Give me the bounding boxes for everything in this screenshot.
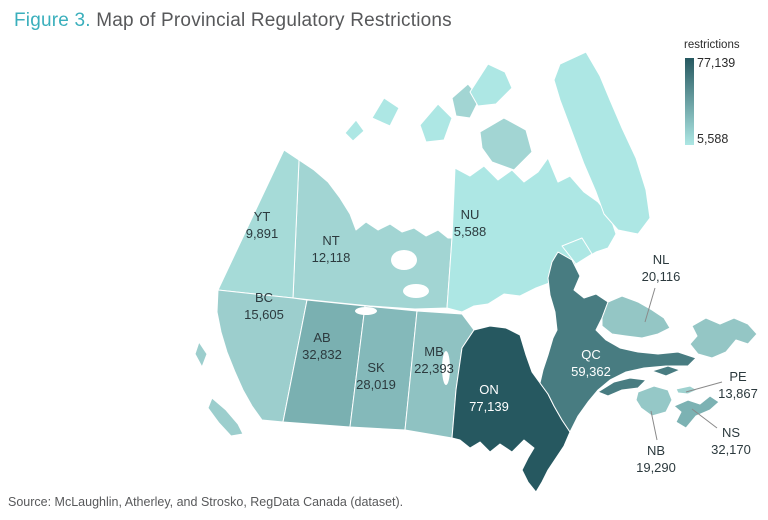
figure-number-label: Figure 3. xyxy=(14,10,91,31)
province-label-sk: SK 28,019 xyxy=(356,360,396,392)
province-on-shape xyxy=(451,325,571,493)
province-label-nu: NU 5,588 xyxy=(454,207,487,239)
province-bc-shape xyxy=(216,289,308,423)
province-nu-baffin-island-shape xyxy=(553,51,651,235)
province-nl-labrador-shape xyxy=(601,295,671,339)
province-labels-group: NU 5,588 YT 9,891 NT 12,118 PE 13,867 BC 15,605 NB… xyxy=(244,207,758,475)
province-label-nl: NL 20,116 xyxy=(642,252,681,284)
legend-gradient-bar xyxy=(685,58,694,145)
figure-title: Figure 3. Map of Provincial Regulatory R… xyxy=(14,10,452,32)
province-label-bc: BC 15,605 xyxy=(244,290,284,322)
province-label-on: ON 77,139 xyxy=(469,382,509,414)
great-bear-lake-shape xyxy=(391,250,417,270)
province-nl-island-shape xyxy=(689,317,758,359)
province-bc-vancouver-island-shape xyxy=(207,397,244,437)
province-yt-shape xyxy=(217,149,300,299)
province-qc-anticosti-island-shape xyxy=(651,365,681,377)
ns-leader-line xyxy=(691,408,718,429)
legend-max-value: 77,139 xyxy=(697,56,736,70)
great-slave-lake-shape xyxy=(403,284,429,298)
province-qc-gaspe-shape xyxy=(597,377,647,397)
province-pe-shape xyxy=(675,385,698,395)
province-nu-island-shape xyxy=(371,97,400,127)
pe-leader-line xyxy=(685,381,723,393)
legend-min-value: 5,588 xyxy=(697,132,729,146)
province-nu-shape xyxy=(446,157,617,313)
province-bc-haida-gwaii-shape xyxy=(194,341,208,368)
lakes-group xyxy=(355,250,450,385)
province-nt-victoria-island-shape xyxy=(479,117,533,171)
province-label-yt: YT 9,891 xyxy=(246,209,279,241)
province-label-qc: QC 59,362 xyxy=(571,347,611,379)
nb-leader-line xyxy=(650,410,658,441)
nl-leader-line xyxy=(644,287,656,323)
province-label-nt: NT 12,118 xyxy=(312,233,351,265)
province-label-ns: NS 32,170 xyxy=(711,425,751,457)
province-nb-shape xyxy=(635,385,673,417)
province-label-nb: NB 19,290 xyxy=(636,443,676,475)
source-note: Source: McLaughlin, Atherley, and Strosk… xyxy=(8,495,404,509)
lake-winnipeg-shape xyxy=(442,351,450,385)
province-nt-shape xyxy=(292,159,453,310)
province-label-ab: AB 32,832 xyxy=(302,330,342,362)
province-nu-southampton-island-shape xyxy=(561,237,593,265)
province-label-mb: MB 22,393 xyxy=(414,344,454,376)
province-label-pe: PE 13,867 xyxy=(718,369,758,401)
province-nu-island-shape xyxy=(419,103,453,143)
province-nu-island-shape xyxy=(469,63,513,107)
legend-title: restrictions xyxy=(684,39,740,51)
leader-lines-group xyxy=(644,287,723,441)
lake-athabasca-shape xyxy=(355,307,377,315)
figure-title-text: Map of Provincial Regulatory Restriction… xyxy=(90,10,452,31)
province-nu-island-shape xyxy=(344,119,365,142)
